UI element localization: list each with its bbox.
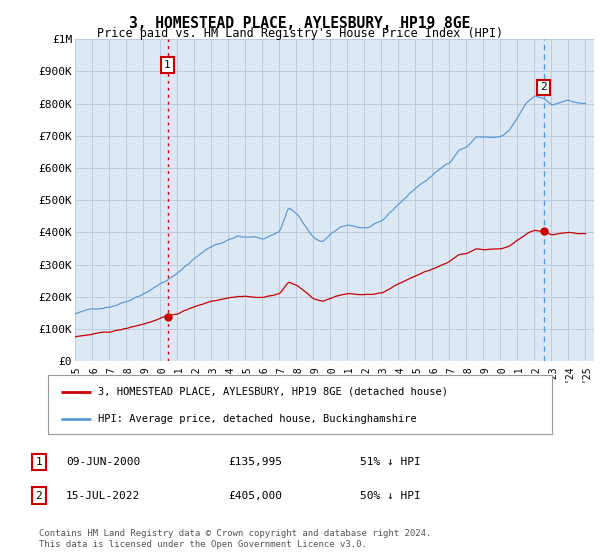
Text: 50% ↓ HPI: 50% ↓ HPI bbox=[360, 491, 421, 501]
Text: 2: 2 bbox=[540, 82, 547, 92]
Text: 51% ↓ HPI: 51% ↓ HPI bbox=[360, 457, 421, 467]
Text: 2: 2 bbox=[35, 491, 43, 501]
Text: Contains HM Land Registry data © Crown copyright and database right 2024.
This d: Contains HM Land Registry data © Crown c… bbox=[39, 529, 431, 549]
Text: 15-JUL-2022: 15-JUL-2022 bbox=[66, 491, 140, 501]
Text: £405,000: £405,000 bbox=[228, 491, 282, 501]
Text: HPI: Average price, detached house, Buckinghamshire: HPI: Average price, detached house, Buck… bbox=[98, 414, 417, 424]
Text: 1: 1 bbox=[164, 60, 171, 70]
Text: 3, HOMESTEAD PLACE, AYLESBURY, HP19 8GE (detached house): 3, HOMESTEAD PLACE, AYLESBURY, HP19 8GE … bbox=[98, 386, 448, 396]
Text: Price paid vs. HM Land Registry's House Price Index (HPI): Price paid vs. HM Land Registry's House … bbox=[97, 27, 503, 40]
Text: 09-JUN-2000: 09-JUN-2000 bbox=[66, 457, 140, 467]
Text: £135,995: £135,995 bbox=[228, 457, 282, 467]
Text: 1: 1 bbox=[35, 457, 43, 467]
Text: 3, HOMESTEAD PLACE, AYLESBURY, HP19 8GE: 3, HOMESTEAD PLACE, AYLESBURY, HP19 8GE bbox=[130, 16, 470, 31]
